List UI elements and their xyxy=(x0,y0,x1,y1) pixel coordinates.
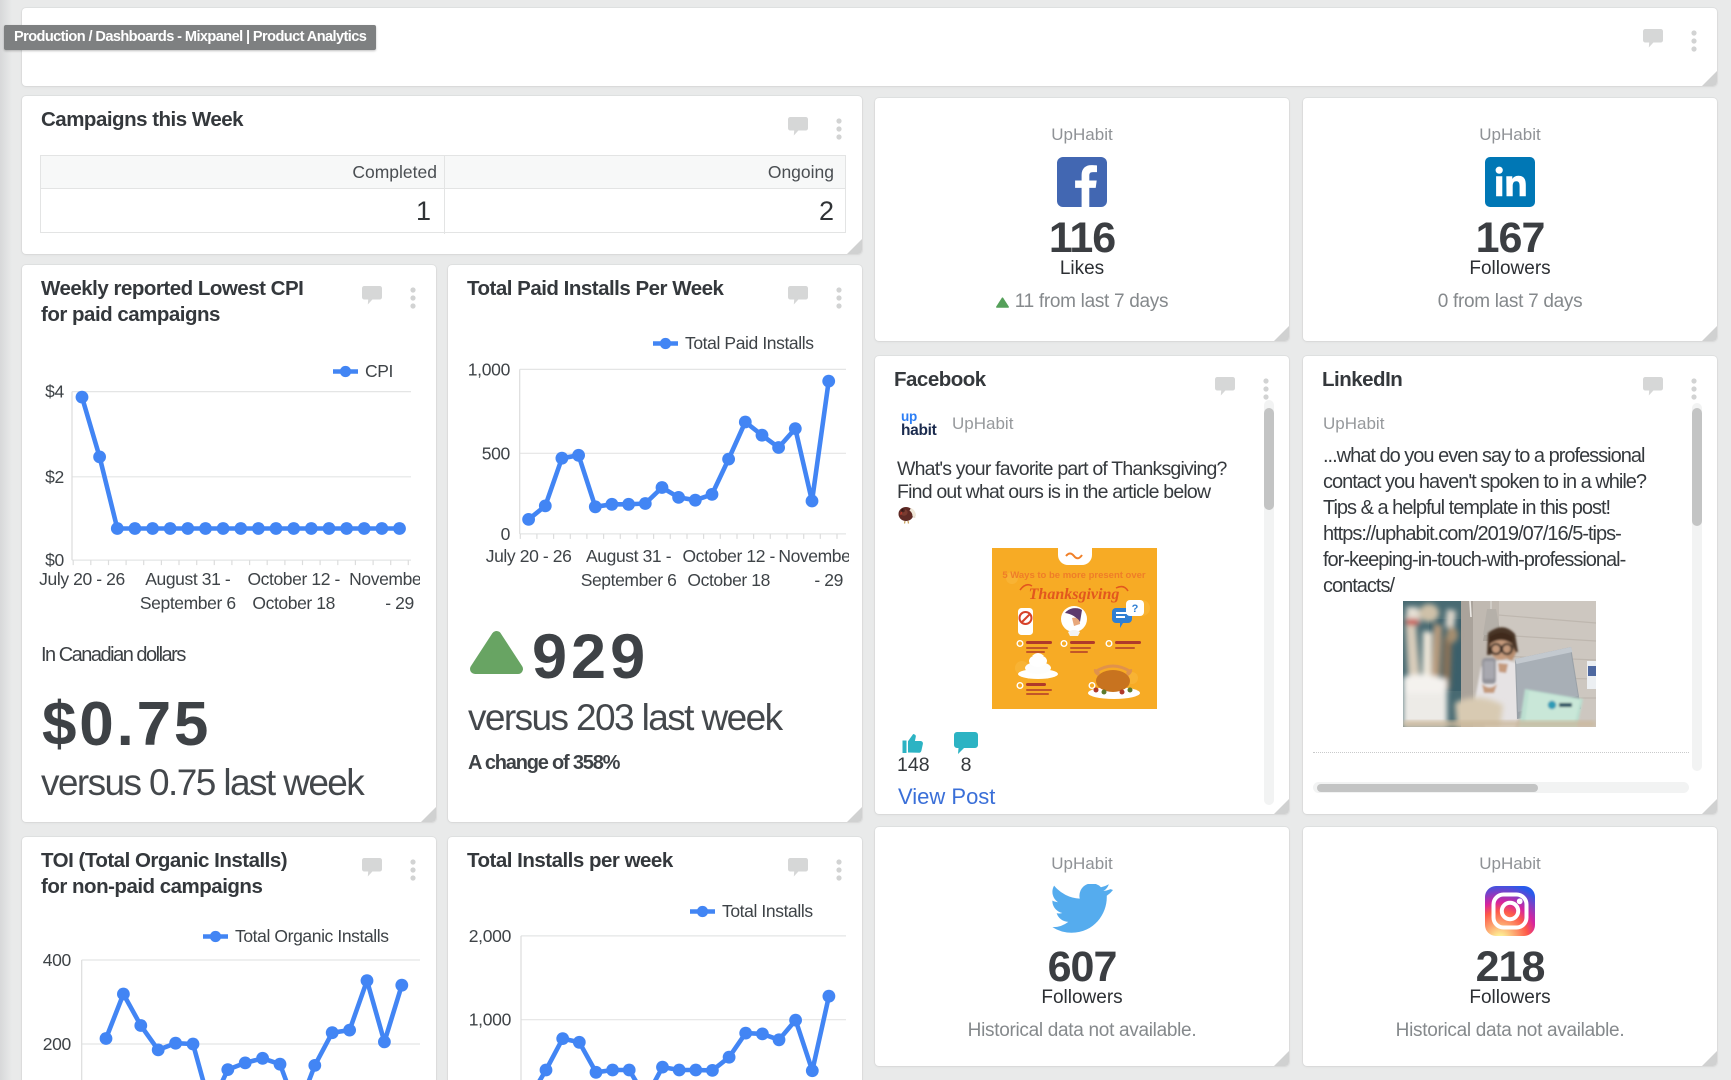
svg-text:200: 200 xyxy=(43,1034,72,1054)
svg-text:400: 400 xyxy=(43,950,72,970)
svg-text:500: 500 xyxy=(482,443,511,463)
svg-text:Thanksgiving: Thanksgiving xyxy=(1029,586,1120,603)
svg-text:5 Ways to be more present over: 5 Ways to be more present over xyxy=(1002,570,1146,581)
svg-text:0: 0 xyxy=(501,524,511,544)
svg-text:$0: $0 xyxy=(45,550,64,570)
svg-text:$2: $2 xyxy=(45,467,64,487)
svg-text:?: ? xyxy=(1132,603,1139,615)
svg-text:$4: $4 xyxy=(45,382,64,402)
svg-text:2,000: 2,000 xyxy=(469,926,512,946)
svg-text:1,000: 1,000 xyxy=(468,359,511,379)
svg-text:1,000: 1,000 xyxy=(469,1010,512,1030)
